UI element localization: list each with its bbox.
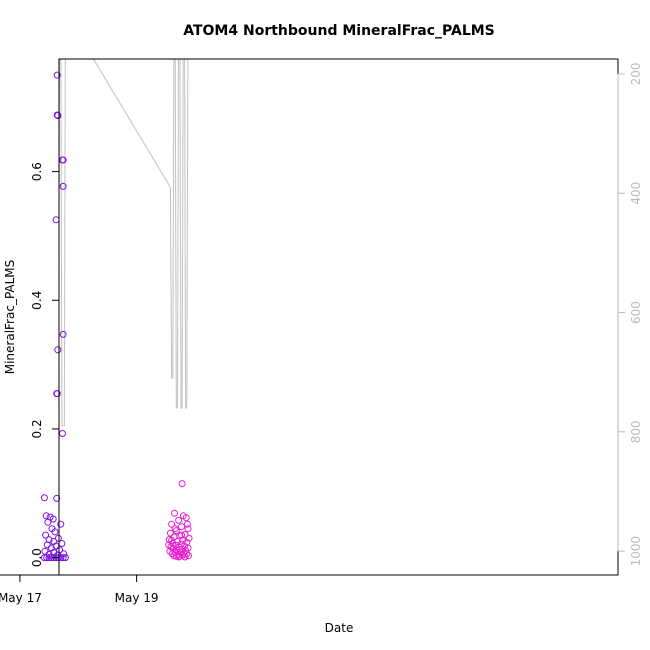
- data-point: [185, 534, 193, 542]
- secondary-y-tick-label: 200: [629, 62, 643, 85]
- secondary-y-tick-label: 600: [629, 301, 643, 324]
- data-point: [175, 516, 183, 524]
- data-point: [43, 554, 51, 562]
- y-tick-label: 0.0: [30, 548, 44, 567]
- x-tick-label: May 17: [0, 591, 42, 605]
- data-point: [57, 520, 65, 528]
- data-point: [54, 534, 62, 542]
- data-point: [59, 182, 67, 190]
- data-point: [184, 525, 192, 533]
- data-point: [174, 550, 182, 558]
- data-point: [53, 71, 61, 79]
- data-point: [172, 527, 180, 535]
- data-point: [178, 480, 186, 488]
- data-point: [182, 514, 190, 522]
- data-point: [40, 494, 48, 502]
- data-point: [53, 390, 61, 398]
- data-point: [44, 518, 52, 526]
- altitude-trace-segment-5: [92, 59, 189, 409]
- data-point: [54, 346, 62, 354]
- data-point: [166, 529, 174, 537]
- chart-title: ATOM4 Northbound MineralFrac_PALMS: [183, 23, 495, 39]
- y-axis: 0.0 0.2 0.4 0.6: [30, 162, 60, 567]
- x-axis-label: Date: [325, 621, 354, 635]
- data-point: [52, 216, 60, 224]
- data-point: [43, 541, 51, 549]
- data-point: [54, 112, 62, 120]
- data-point: [175, 553, 183, 561]
- data-point: [49, 515, 57, 523]
- data-point: [178, 523, 185, 531]
- y-axis-label: MineralFrac_PALMS: [3, 260, 17, 375]
- data-point: [168, 520, 176, 528]
- secondary-y-tick-label: 400: [629, 182, 643, 205]
- data-point: [178, 531, 185, 539]
- data-point: [168, 536, 176, 544]
- data-point: [42, 531, 50, 539]
- x-tick-label: May 19: [115, 591, 159, 605]
- y-tick-label: 0.2: [30, 419, 44, 438]
- secondary-y-tick-label: 1000: [629, 536, 643, 567]
- y-tick-label: 0.4: [30, 291, 44, 310]
- data-point: [171, 525, 179, 533]
- secondary-y-axis: 200 400 600 800 1000: [617, 62, 643, 567]
- data-point: [171, 509, 178, 517]
- data-point: [51, 528, 59, 536]
- altitude-trace: [59, 59, 189, 427]
- altitude-trace-segment-4: [59, 59, 66, 427]
- data-point: [176, 552, 184, 560]
- data-point: [58, 540, 66, 547]
- data-point: [42, 512, 50, 520]
- data-point: [53, 111, 61, 119]
- y-tick-label: 0.6: [30, 162, 44, 181]
- data-point: [185, 552, 192, 560]
- scatter-points: [40, 71, 193, 562]
- data-point: [59, 156, 67, 164]
- secondary-y-tick-label: 800: [629, 420, 643, 443]
- data-point: [183, 520, 191, 528]
- data-point: [61, 554, 69, 562]
- data-point: [40, 554, 48, 562]
- data-point: [59, 554, 67, 562]
- plot-area: [58, 58, 619, 576]
- data-point: [59, 330, 67, 338]
- data-point: [53, 494, 61, 502]
- data-point: [59, 430, 66, 437]
- data-point: [181, 531, 189, 538]
